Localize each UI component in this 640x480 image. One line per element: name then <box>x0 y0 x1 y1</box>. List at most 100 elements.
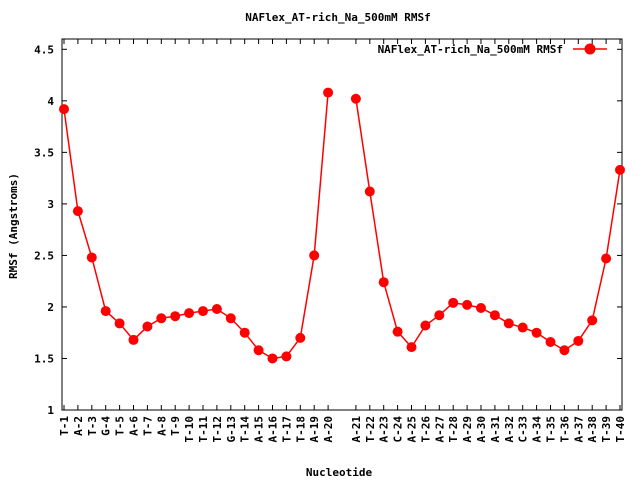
x-tick-label: G-13 <box>225 416 238 443</box>
data-point <box>114 318 125 329</box>
series-lines <box>63 92 621 360</box>
x-tick-label: C-33 <box>517 416 530 443</box>
x-tick-label: A-27 <box>433 416 446 443</box>
x-tick-label: A-15 <box>253 416 266 443</box>
data-point <box>170 311 181 322</box>
y-axis-ticks: 1 1.5 2 2.5 3 3.5 4 4.5 <box>34 43 622 417</box>
data-point <box>406 342 417 353</box>
data-point <box>253 345 264 356</box>
series-line-segment <box>63 92 329 360</box>
x-tick-label: A-20 <box>322 416 335 443</box>
data-point <box>420 320 431 331</box>
data-point <box>462 299 473 310</box>
data-point <box>503 318 514 329</box>
x-tick-label: A-25 <box>406 416 419 443</box>
data-point <box>615 164 625 175</box>
legend: NAFlex_AT-rich_Na_500mM RMSf <box>378 43 607 56</box>
data-point <box>378 277 389 288</box>
y-tick-label: 1.5 <box>34 352 54 365</box>
x-tick-label: A-8 <box>155 416 168 436</box>
y-axis-label: RMSf (Angstroms) <box>7 173 20 279</box>
data-point <box>156 313 167 324</box>
chart-title: NAFlex_AT-rich_Na_500mM RMSf <box>245 11 430 24</box>
data-point <box>476 302 486 313</box>
x-tick-label: A-32 <box>503 416 516 443</box>
series-points <box>59 87 625 364</box>
data-point <box>198 306 208 317</box>
x-tick-label: T-3 <box>86 416 99 436</box>
x-tick-label: T-5 <box>114 416 127 436</box>
x-tick-label: A-21 <box>350 416 363 443</box>
x-tick-label: T-17 <box>280 416 293 443</box>
data-point <box>323 87 334 98</box>
data-point <box>601 253 612 264</box>
x-tick-label: A-31 <box>489 416 502 443</box>
y-tick-label: 4.5 <box>34 43 54 56</box>
x-tick-label: A-34 <box>531 416 544 443</box>
data-point <box>559 345 570 356</box>
x-tick-label: T-26 <box>419 416 432 443</box>
x-tick-label: A-38 <box>586 416 599 443</box>
data-point <box>517 322 528 333</box>
data-point <box>364 186 375 197</box>
data-point <box>573 335 584 346</box>
data-point <box>587 315 598 326</box>
x-tick-label: T-22 <box>364 416 377 443</box>
x-tick-label: A-16 <box>267 416 280 443</box>
x-tick-label: T-18 <box>294 416 307 443</box>
data-point <box>86 252 97 263</box>
x-tick-label: C-24 <box>392 416 405 443</box>
plot-frame <box>61 38 623 411</box>
data-point <box>267 353 278 364</box>
x-tick-label: A-37 <box>572 416 585 443</box>
data-point <box>239 327 250 338</box>
y-tick-label: 2 <box>47 301 54 314</box>
data-point <box>489 310 500 321</box>
data-point <box>545 336 556 347</box>
x-axis-label: Nucleotide <box>306 466 373 479</box>
x-tick-label: T-36 <box>558 416 571 443</box>
x-tick-label: A-29 <box>461 416 474 443</box>
x-tick-label: A-23 <box>378 416 391 443</box>
data-point <box>309 250 320 261</box>
data-point <box>211 304 222 315</box>
x-tick-label: T-10 <box>183 416 196 443</box>
data-point <box>142 321 153 332</box>
data-point <box>281 351 292 362</box>
x-tick-label: T-28 <box>447 416 460 443</box>
data-point <box>59 104 69 115</box>
x-tick-label: T-1 <box>58 416 71 436</box>
x-tick-label: A-30 <box>475 416 488 443</box>
x-tick-label: T-9 <box>169 416 182 436</box>
y-tick-label: 3 <box>47 198 54 211</box>
data-point <box>225 313 236 324</box>
x-tick-label: G-4 <box>100 416 113 436</box>
legend-label: NAFlex_AT-rich_Na_500mM RMSf <box>378 43 563 56</box>
y-tick-label: 1 <box>47 404 54 417</box>
x-tick-label: A-2 <box>72 416 85 436</box>
data-point <box>295 332 306 343</box>
data-point <box>72 206 83 217</box>
data-point <box>434 310 445 321</box>
x-tick-label: T-40 <box>614 416 627 443</box>
data-point <box>350 93 361 104</box>
series-line-segment <box>355 98 621 352</box>
x-tick-label: T-14 <box>239 416 252 443</box>
data-point <box>392 326 403 337</box>
y-tick-label: 4 <box>47 95 54 108</box>
y-tick-label: 2.5 <box>34 249 54 262</box>
x-tick-label: T-12 <box>211 416 224 443</box>
data-point <box>100 306 111 317</box>
x-tick-label: A-6 <box>128 416 141 436</box>
data-point <box>531 327 542 338</box>
y-tick-label: 3.5 <box>34 146 54 159</box>
legend-marker <box>584 43 596 55</box>
x-tick-label: T-35 <box>545 416 558 443</box>
x-tick-label: T-7 <box>141 416 154 436</box>
x-tick-label: A-19 <box>308 416 321 443</box>
x-tick-label: T-11 <box>197 416 210 443</box>
data-point <box>184 308 195 319</box>
data-point <box>128 334 139 345</box>
x-axis-ticks: T-1 A-2 T-3 G-4 T-5 A-6 T-7 A-8 T-9 T-10 T-11 T-12 G… <box>58 39 627 443</box>
